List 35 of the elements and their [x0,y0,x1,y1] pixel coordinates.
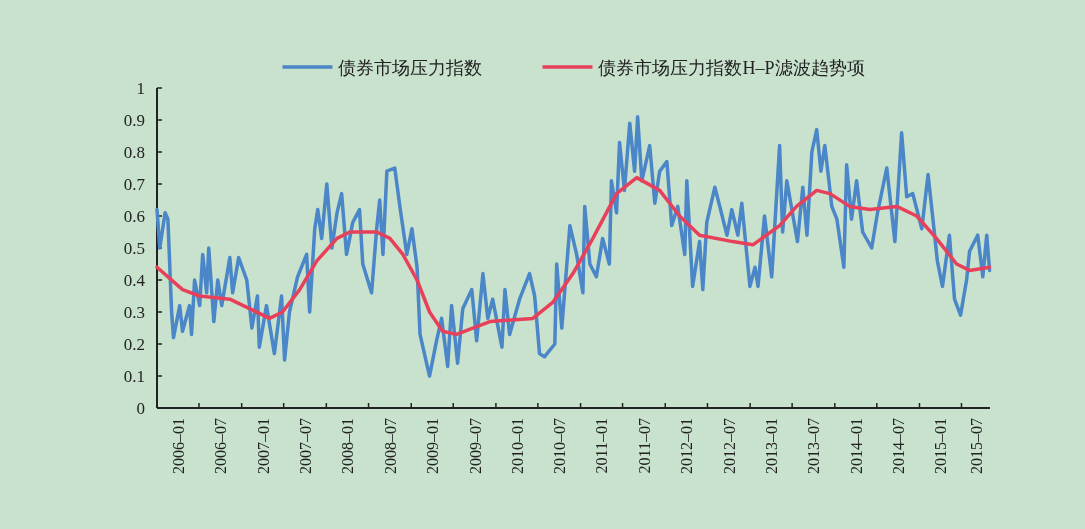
y-tick-label: 0.6 [123,207,145,226]
y-tick-label: 1 [136,79,145,98]
legend-label: 债券市场压力指数 [338,58,483,78]
y-tick-label: 0.9 [123,111,145,130]
x-tick-label: 2006–07 [212,418,230,474]
y-tick-label: 0.7 [123,175,146,194]
y-tick-label: 0 [136,399,145,418]
x-tick-label: 2007–01 [254,418,272,474]
x-tick-label: 2012–01 [678,418,696,474]
x-tick-label: 2009–07 [466,418,484,474]
y-tick-label: 0.3 [123,303,145,322]
y-tick-label: 0.8 [123,143,145,162]
y-tick-label: 0.1 [123,367,145,386]
x-tick-label: 2013–01 [763,418,781,474]
x-tick-label: 2015–01 [932,418,950,474]
x-tick-label: 2014–01 [847,418,865,474]
x-tick-label: 2007–07 [297,418,314,474]
line-series [155,175,992,337]
y-tick-label: 0.4 [123,271,146,290]
x-tick-label: 2014–07 [890,418,908,474]
x-tick-label: 2013–07 [805,418,823,474]
x-tick-label: 2006–01 [169,418,187,474]
x-tick-label: 2011–01 [593,418,611,474]
line-series [155,115,992,378]
legend-label: 债券市场压力指数H–P滤波趋势项 [598,58,865,78]
x-tick-label: 2008–01 [339,418,357,474]
x-tick-label: 2008–07 [381,418,399,474]
y-tick-label: 0.5 [123,239,145,258]
x-tick-label: 2012–07 [720,418,738,474]
x-tick-label: 2011–07 [635,418,653,474]
x-tick-label: 2010–01 [508,418,526,474]
x-tick-label: 2009–01 [424,418,442,474]
x-tick-label: 2015–07 [967,418,985,474]
y-tick-label: 0.2 [123,335,145,354]
x-tick-label: 2010–07 [551,418,569,474]
